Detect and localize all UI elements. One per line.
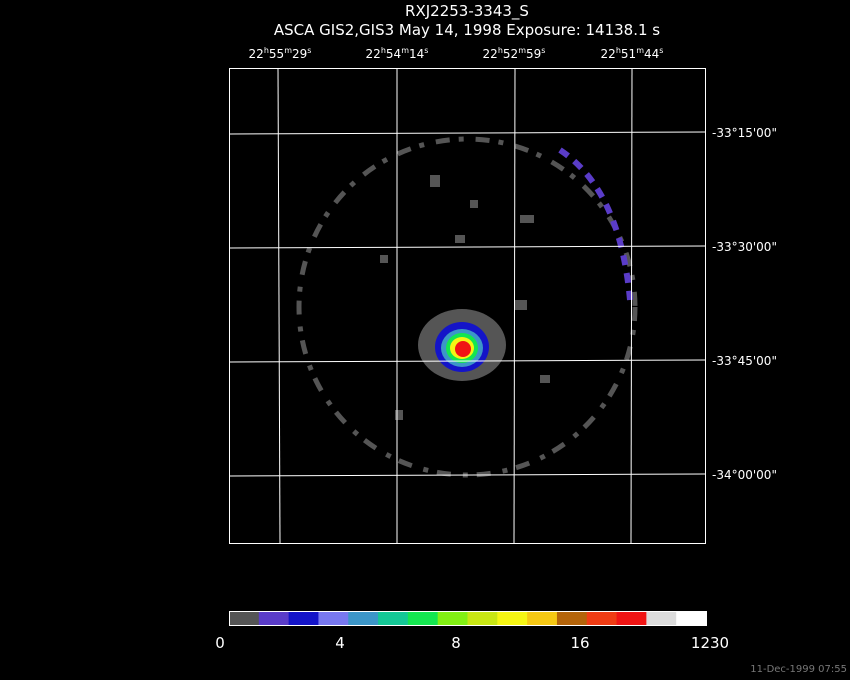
ra-number: 22 — [366, 47, 381, 61]
colorbar — [229, 611, 707, 626]
dec-label: -33°30'00" — [712, 240, 777, 254]
colorbar-label: 1230 — [691, 634, 729, 652]
ra-number: 54 — [386, 47, 401, 61]
colorbar-segment — [527, 611, 558, 625]
ra-number: 22 — [601, 47, 616, 61]
frame — [229, 68, 706, 544]
ra-number: 52 — [503, 47, 518, 61]
dec-grid-line — [228, 245, 707, 249]
dec-label: -33°45'00" — [712, 354, 777, 368]
ra-unit: m — [518, 46, 526, 55]
ra-number: 51 — [621, 47, 636, 61]
colorbar-segment — [407, 611, 439, 625]
dec-grid-line — [228, 359, 707, 363]
subtitle: ASCA GIS2,GIS3 May 14, 1998 Exposure: 14… — [274, 21, 660, 39]
ra-unit: h — [616, 46, 621, 55]
ra-grid-line — [277, 67, 281, 544]
ra-labels: 22h55m29s 22h54m14s 22h52m59s 22h51m44s — [249, 46, 664, 61]
colorbar-label: 4 — [335, 634, 345, 652]
colorbar-segment — [556, 611, 588, 625]
ra-number: 14 — [409, 47, 424, 61]
colorbar-segment — [497, 611, 528, 625]
colorbar-label: 0 — [215, 634, 225, 652]
title: RXJ2253-3343_S — [405, 2, 529, 21]
ra-number: 29 — [292, 47, 307, 61]
ra-number: 22 — [483, 47, 498, 61]
colorbar-segment — [378, 611, 409, 625]
background-noise — [380, 175, 550, 420]
dec-labels: -33°15'00" -33°30'00" -33°45'00" -34°00'… — [712, 126, 777, 482]
dec-grid-line — [228, 131, 707, 135]
coordinate-grid — [228, 67, 707, 544]
ra-number: 44 — [644, 47, 659, 61]
ra-unit: s — [424, 46, 428, 55]
ra-unit: m — [636, 46, 644, 55]
ra-unit: h — [498, 46, 503, 55]
colorbar-segment — [646, 611, 677, 625]
colorbar-segment — [586, 611, 618, 625]
colorbar-segment — [258, 611, 290, 625]
timestamp: 11-Dec-1999 07:55 — [750, 664, 847, 675]
colorbar-segment — [676, 611, 707, 625]
ra-label: 22h55m29s — [249, 46, 312, 61]
image — [296, 136, 638, 478]
colorbar-labels: 0 4 8 16 1230 — [215, 634, 729, 652]
dec-label: -34°00'00" — [712, 468, 777, 482]
colorbar-label: 16 — [570, 634, 589, 652]
source — [418, 309, 506, 381]
colorbar-segment — [229, 611, 260, 625]
ra-unit: h — [381, 46, 386, 55]
ra-label: 22h51m44s — [601, 46, 664, 61]
ra-number: 55 — [269, 47, 284, 61]
ra-unit: m — [284, 46, 292, 55]
dec-grid-line — [228, 473, 707, 477]
ra-unit: m — [401, 46, 409, 55]
ra-number: 59 — [526, 47, 541, 61]
ra-unit: h — [264, 46, 269, 55]
ra-grid-line — [513, 67, 516, 544]
colorbar-segment — [616, 611, 647, 625]
dec-label: -33°15'00" — [712, 126, 777, 140]
edge-emission — [558, 147, 633, 301]
colorbar-segment — [288, 611, 319, 625]
colorbar-segment — [467, 611, 498, 625]
colorbar-frame — [229, 611, 707, 626]
colorbar-label: 8 — [451, 634, 461, 652]
ra-unit: s — [659, 46, 663, 55]
colorbar-segment — [348, 611, 379, 625]
ra-grid-line — [630, 67, 633, 544]
ra-unit: s — [541, 46, 545, 55]
colorbar-segment — [437, 611, 468, 625]
ra-label: 22h52m59s — [483, 46, 546, 61]
ra-label: 22h54m14s — [366, 46, 429, 61]
ra-number: 22 — [249, 47, 264, 61]
ra-unit: s — [307, 46, 311, 55]
colorbar-segment — [318, 611, 349, 625]
